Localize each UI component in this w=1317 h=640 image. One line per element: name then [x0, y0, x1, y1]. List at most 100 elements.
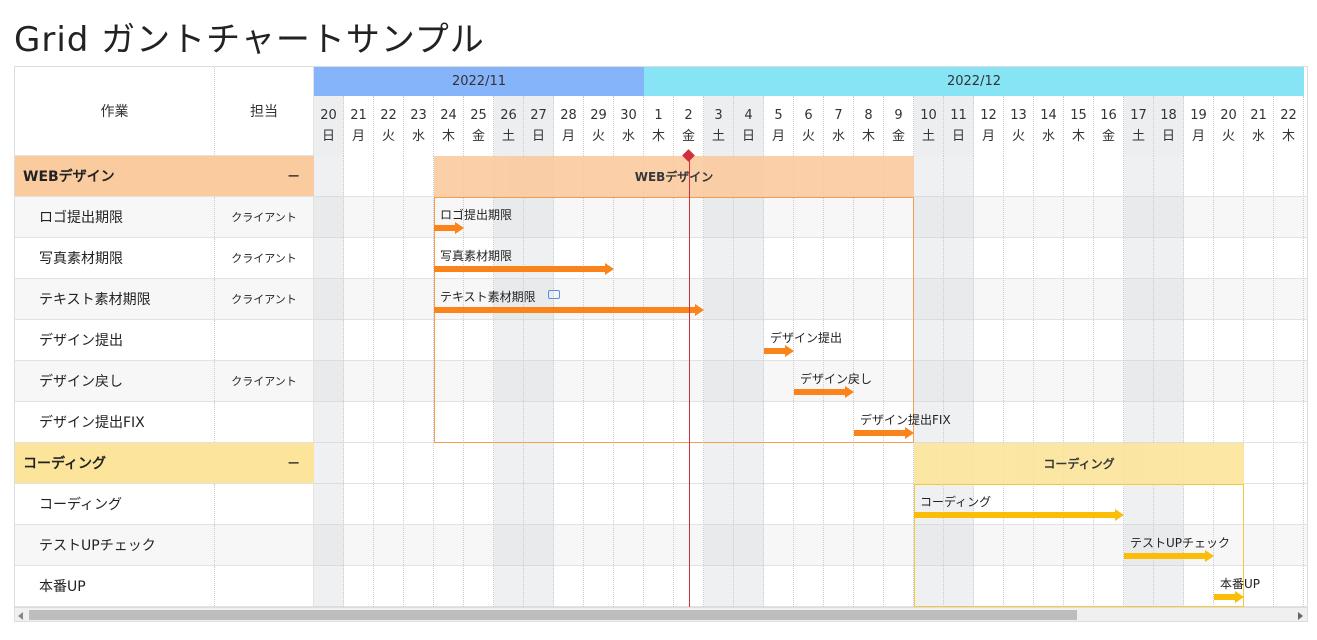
grid-line: [1183, 156, 1184, 607]
task-name[interactable]: デザイン戻し: [15, 361, 215, 401]
weekday: 土: [921, 129, 935, 144]
weekday: 月: [351, 129, 365, 144]
day-number: 11: [950, 108, 967, 123]
task-row: [15, 566, 1307, 607]
day-number: 15: [1070, 108, 1087, 123]
day-number: 14: [1040, 108, 1057, 123]
weekday: 火: [801, 129, 815, 144]
day-number: 5: [774, 108, 783, 123]
grid-line: [643, 156, 644, 607]
task-name[interactable]: 本番UP: [15, 566, 215, 606]
day-number: 4: [744, 108, 753, 123]
day-number: 18: [1160, 108, 1177, 123]
grid-line: [673, 156, 674, 607]
day-header: 23 水: [404, 96, 434, 156]
scrollbar-thumb[interactable]: [29, 610, 1077, 620]
day-number: 17: [1130, 108, 1147, 123]
group-bar[interactable]: コーディング: [914, 443, 1244, 484]
bar-arrow-icon: [1205, 550, 1214, 562]
collapse-toggle[interactable]: −: [287, 453, 301, 472]
task-bar-label: テストUPチェック: [1130, 536, 1231, 550]
day-number: 30: [620, 108, 637, 123]
task-bar[interactable]: [434, 266, 605, 272]
gantt-grid: 作業 担当 WEBデザイン − ロゴ提出期限 クライアント 写真素材期限 クライアント テキ…: [14, 66, 1308, 622]
task-row: [15, 238, 1307, 279]
task-bar-label: 写真素材期限: [440, 249, 513, 263]
task-name[interactable]: テキスト素材期限: [15, 279, 215, 319]
horizontal-scrollbar[interactable]: [15, 607, 1307, 621]
grid-line: [943, 156, 944, 607]
task-bar[interactable]: [914, 512, 1115, 518]
task-row: [15, 484, 1307, 525]
day-number: 6: [804, 108, 813, 123]
weekend-column: [914, 156, 944, 607]
task-name[interactable]: コーディング: [15, 484, 215, 524]
grid-line: [1303, 156, 1304, 607]
day-header: 11 日: [944, 96, 974, 156]
grid-line: [493, 156, 494, 607]
weekend-column: [704, 156, 734, 607]
weekend-column: [1124, 156, 1154, 607]
weekday: 土: [711, 129, 725, 144]
group-bar[interactable]: WEBデザイン: [434, 156, 914, 197]
grid-line: [853, 156, 854, 607]
weekday: 火: [381, 129, 395, 144]
weekday: 金: [471, 129, 485, 144]
task-bar[interactable]: [764, 348, 785, 354]
day-number: 8: [864, 108, 873, 123]
collapse-toggle[interactable]: −: [287, 166, 301, 185]
grid-line: [583, 156, 584, 607]
day-header: 28 月: [554, 96, 584, 156]
day-header: 22 火: [374, 96, 404, 156]
task-bar-label: ロゴ提出期限: [440, 208, 513, 222]
grid-line: [1273, 156, 1274, 607]
task-bar[interactable]: [434, 225, 455, 231]
weekday: 火: [1221, 129, 1235, 144]
task-bar[interactable]: [794, 389, 845, 395]
weekday: 日: [951, 129, 965, 144]
weekday: 水: [621, 129, 635, 144]
task-name[interactable]: テストUPチェック: [15, 525, 215, 565]
day-header: 21 水: [1244, 96, 1274, 156]
grid-line: [1213, 156, 1214, 607]
weekday: 木: [1281, 129, 1295, 144]
task-owner: [215, 566, 314, 606]
day-header: 17 土: [1124, 96, 1154, 156]
task-name[interactable]: ロゴ提出期限: [15, 197, 215, 237]
task-name[interactable]: デザイン提出FIX: [15, 402, 215, 442]
task-name[interactable]: 写真素材期限: [15, 238, 215, 278]
task-owner: [215, 525, 314, 565]
grid-line: [1033, 156, 1034, 607]
day-header: 10 土: [914, 96, 944, 156]
weekend-column: [1154, 156, 1184, 607]
scroll-left-icon[interactable]: [18, 612, 23, 620]
grid-line: [763, 156, 764, 607]
weekday: 水: [831, 129, 845, 144]
group-name[interactable]: コーディング: [15, 443, 314, 483]
page-title: Grid ガントチャートサンプル: [14, 20, 485, 60]
task-bar[interactable]: [434, 307, 695, 313]
bar-arrow-icon: [605, 263, 614, 275]
day-header: 16 金: [1094, 96, 1124, 156]
grid-line: [343, 156, 344, 607]
task-bar[interactable]: [1214, 594, 1235, 600]
task-owner: [215, 484, 314, 524]
task-name[interactable]: デザイン提出: [15, 320, 215, 360]
group-name[interactable]: WEBデザイン: [15, 156, 314, 196]
task-bar[interactable]: [1124, 553, 1205, 559]
bar-arrow-icon: [695, 304, 704, 316]
grid-line: [703, 156, 704, 607]
scroll-right-icon[interactable]: [1298, 612, 1303, 620]
grid-line: [1123, 156, 1124, 607]
weekday: 金: [891, 129, 905, 144]
day-header: 13 火: [1004, 96, 1034, 156]
grid-line: [1153, 156, 1154, 607]
task-bar-label: デザイン提出: [770, 331, 843, 345]
task-row: [15, 320, 1307, 361]
task-owner: [215, 320, 314, 360]
weekday: 水: [411, 129, 425, 144]
comment-icon[interactable]: [548, 290, 560, 299]
task-bar[interactable]: [854, 430, 905, 436]
